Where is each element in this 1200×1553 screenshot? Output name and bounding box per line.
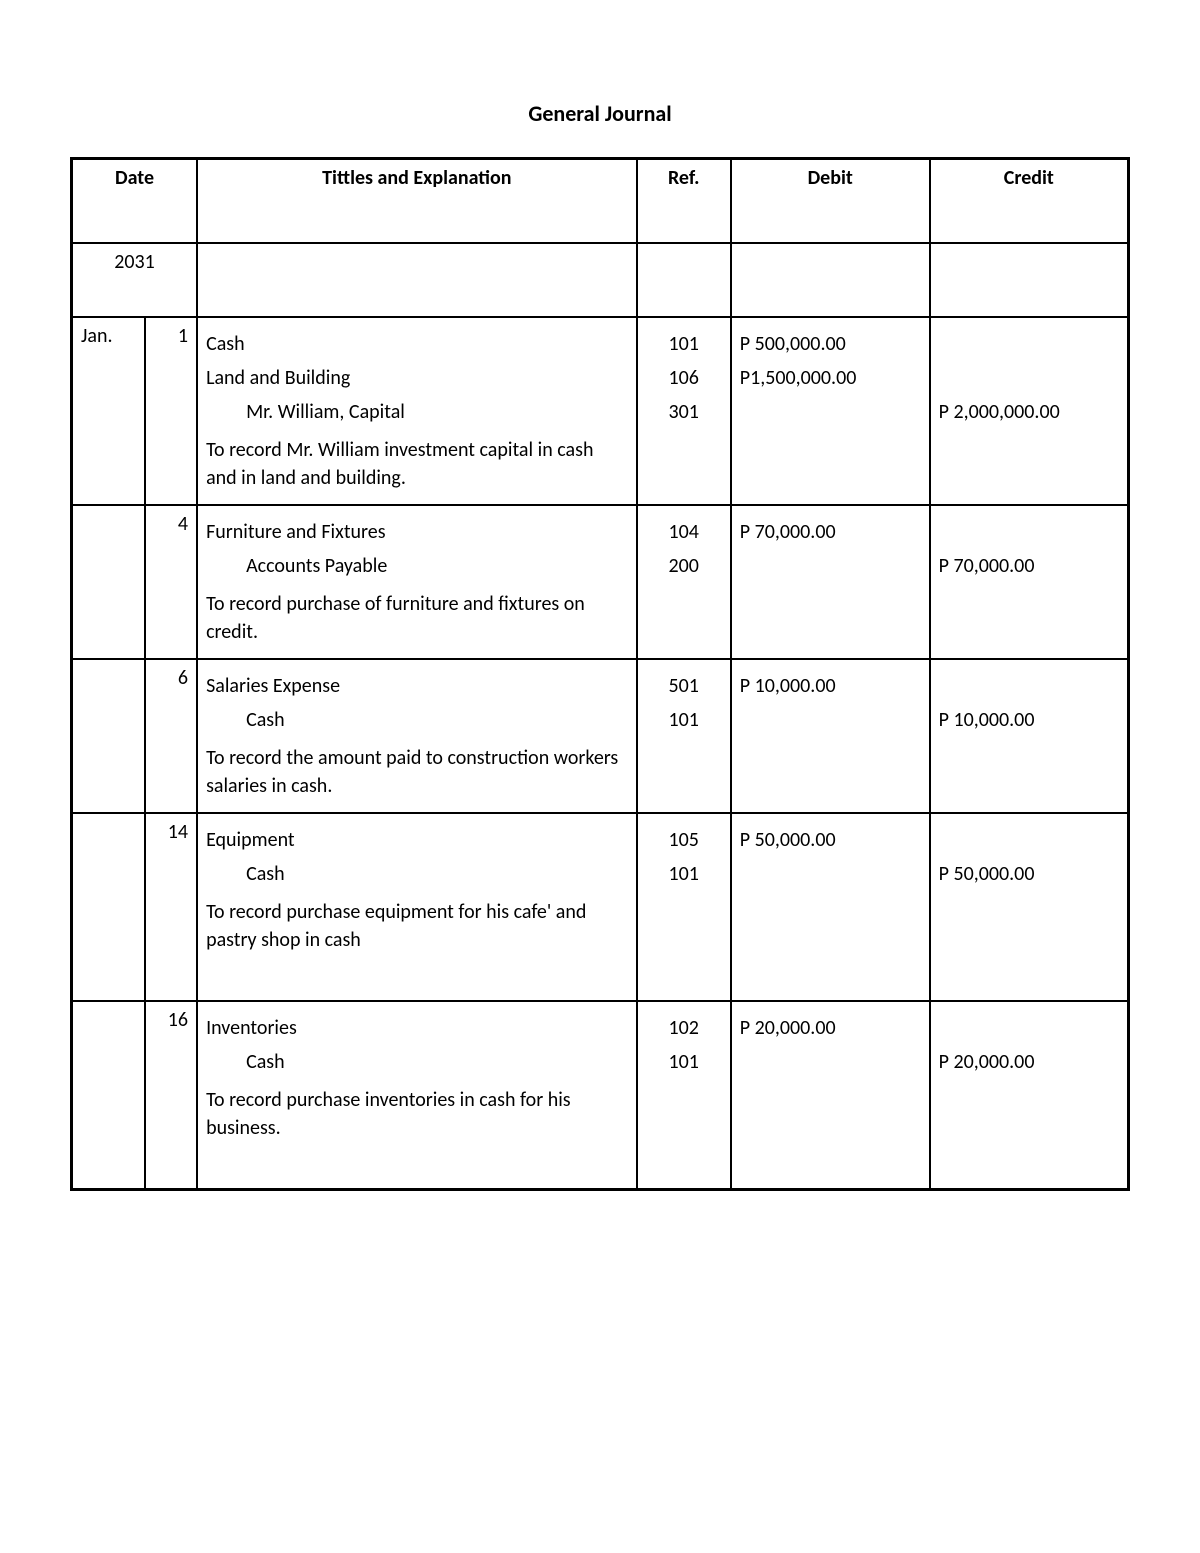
month-cell	[72, 659, 145, 813]
account-ref: 101	[646, 860, 722, 888]
journal-entry-row: 6 Salaries Expense Cash To record the amoun…	[72, 659, 1129, 813]
explanation: To record purchase equipment for his caf…	[206, 898, 628, 954]
titles-cell: Furniture and Fixtures Accounts Payable To…	[197, 505, 637, 659]
account-ref: 101	[646, 706, 722, 734]
ref-cell: 101 106 301	[637, 317, 731, 505]
debit-amount	[740, 706, 921, 734]
explanation: To record Mr. William investment capital…	[206, 436, 628, 492]
credit-amount: P 2,000,000.00	[939, 398, 1119, 426]
account-ref: 104	[646, 518, 722, 546]
credit-amount: P 20,000.00	[939, 1048, 1119, 1076]
titles-cell: Salaries Expense Cash To record the amount…	[197, 659, 637, 813]
account-ref: 200	[646, 552, 722, 580]
credit-amount: P 10,000.00	[939, 706, 1119, 734]
explanation: To record purchase inventories in cash f…	[206, 1086, 628, 1142]
account-title: Salaries Expense	[206, 672, 628, 700]
credit-cell: P 2,000,000.00	[930, 317, 1129, 505]
year-row: 2031	[72, 243, 1129, 317]
year-cell: 2031	[72, 243, 198, 317]
credit-cell: P 10,000.00	[930, 659, 1129, 813]
journal-entry-row: 4 Furniture and Fixtures Accounts Payable T…	[72, 505, 1129, 659]
debit-cell: P 50,000.00	[731, 813, 930, 1001]
table-body: 2031 Jan.1 Cash Land and Building Mr. Willi…	[72, 243, 1129, 1190]
credit-amount	[939, 1014, 1119, 1042]
day-cell: 16	[145, 1001, 197, 1190]
debit-amount: P1,500,000.00	[740, 364, 921, 392]
account-title: Cash	[206, 1048, 628, 1076]
day-cell: 14	[145, 813, 197, 1001]
credit-amount	[939, 364, 1119, 392]
credit-cell: P 20,000.00	[930, 1001, 1129, 1190]
col-debit: Debit	[731, 159, 930, 244]
journal-entry-row: 16 Inventories Cash To record purchase inve…	[72, 1001, 1129, 1190]
account-ref: 102	[646, 1014, 722, 1042]
account-title: Cash	[206, 330, 628, 358]
account-ref: 501	[646, 672, 722, 700]
ref-cell: 102101	[637, 1001, 731, 1190]
debit-cell: P 70,000.00	[731, 505, 930, 659]
debit-amount: P 50,000.00	[740, 826, 921, 854]
debit-cell: P 500,000.00 P1,500,000.00	[731, 317, 930, 505]
ref-cell: 501101	[637, 659, 731, 813]
spacer	[206, 1148, 628, 1176]
account-ref: 101	[646, 1048, 722, 1076]
day-cell: 1	[145, 317, 197, 505]
debit-amount	[740, 552, 921, 580]
account-title: Furniture and Fixtures	[206, 518, 628, 546]
account-ref: 301	[646, 398, 722, 426]
debit-amount: P 500,000.00	[740, 330, 921, 358]
account-ref: 106	[646, 364, 722, 392]
debit-amount: P 70,000.00	[740, 518, 921, 546]
col-date: Date	[72, 159, 198, 244]
month-cell	[72, 1001, 145, 1190]
page-title: General Journal	[70, 100, 1130, 127]
month-cell	[72, 813, 145, 1001]
account-ref: 101	[646, 330, 722, 358]
month-cell: Jan.	[72, 317, 145, 505]
day-cell: 4	[145, 505, 197, 659]
day-cell: 6	[145, 659, 197, 813]
debit-amount	[740, 860, 921, 888]
journal-entry-row: 14 Equipment Cash To record purchase equipm…	[72, 813, 1129, 1001]
account-title: Land and Building	[206, 364, 628, 392]
account-title: Equipment	[206, 826, 628, 854]
col-titles: Tittles and Explanation	[197, 159, 637, 244]
debit-amount	[740, 1048, 921, 1076]
account-title: Mr. William, Capital	[206, 398, 628, 426]
debit-cell: P 10,000.00	[731, 659, 930, 813]
credit-amount	[939, 672, 1119, 700]
col-ref: Ref.	[637, 159, 731, 244]
account-title: Accounts Payable	[206, 552, 628, 580]
credit-amount	[939, 826, 1119, 854]
journal-entry-row: Jan.1 Cash Land and Building Mr. William, C…	[72, 317, 1129, 505]
explanation: To record purchase of furniture and fixt…	[206, 590, 628, 646]
credit-amount	[939, 330, 1119, 358]
titles-cell: Inventories Cash To record purchase invent…	[197, 1001, 637, 1190]
credit-amount: P 70,000.00	[939, 552, 1119, 580]
account-title: Cash	[206, 706, 628, 734]
ref-cell: 104200	[637, 505, 731, 659]
page: General Journal Date Tittles and Explana…	[0, 0, 1200, 1553]
debit-cell: P 20,000.00	[731, 1001, 930, 1190]
ref-cell: 105101	[637, 813, 731, 1001]
account-ref: 105	[646, 826, 722, 854]
account-title: Cash	[206, 860, 628, 888]
debit-amount	[740, 398, 921, 426]
titles-cell: Equipment Cash To record purchase equipmen…	[197, 813, 637, 1001]
account-title: Inventories	[206, 1014, 628, 1042]
credit-amount: P 50,000.00	[939, 860, 1119, 888]
credit-cell: P 50,000.00	[930, 813, 1129, 1001]
titles-cell: Cash Land and Building Mr. William, Capita…	[197, 317, 637, 505]
journal-table: Date Tittles and Explanation Ref. Debit …	[70, 157, 1130, 1191]
explanation: To record the amount paid to constructio…	[206, 744, 628, 800]
debit-amount: P 20,000.00	[740, 1014, 921, 1042]
table-head: Date Tittles and Explanation Ref. Debit …	[72, 159, 1129, 244]
spacer	[206, 960, 628, 988]
col-credit: Credit	[930, 159, 1129, 244]
credit-cell: P 70,000.00	[930, 505, 1129, 659]
debit-amount: P 10,000.00	[740, 672, 921, 700]
credit-amount	[939, 518, 1119, 546]
month-cell	[72, 505, 145, 659]
